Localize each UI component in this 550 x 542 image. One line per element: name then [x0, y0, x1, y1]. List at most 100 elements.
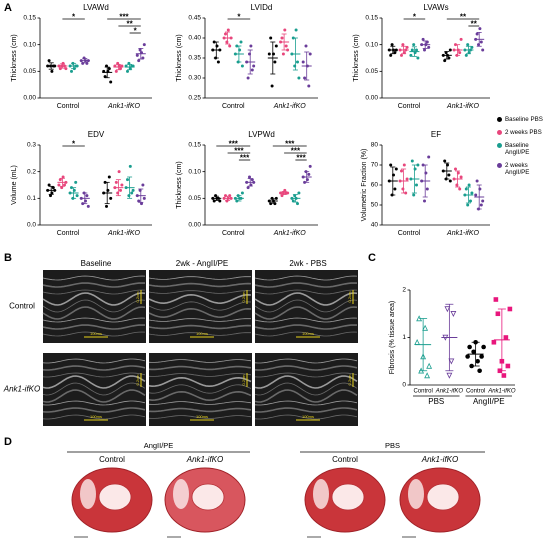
- y-tick-label: 50: [371, 202, 379, 209]
- y-tick-label: 0.10: [188, 168, 201, 175]
- data-point: [443, 59, 447, 63]
- echo-band: [42, 382, 146, 396]
- data-point: [269, 202, 273, 206]
- data-point: [216, 60, 220, 64]
- data-point: [421, 37, 425, 41]
- data-point: [283, 28, 287, 32]
- echo-band: [254, 331, 358, 337]
- data-point: [142, 196, 146, 200]
- group-label: AngII/PE: [473, 397, 505, 406]
- data-point: [479, 354, 484, 359]
- data-point: [426, 362, 433, 369]
- scale-label: 100ms: [196, 331, 208, 336]
- echo-band: [254, 414, 358, 420]
- y-axis-label: Volumetric Fraction (%): [361, 149, 368, 222]
- data-point: [423, 199, 426, 203]
- data-point: [85, 194, 89, 198]
- y-tick-label: 0.45: [188, 15, 201, 22]
- ventricle-lumen: [191, 483, 225, 511]
- data-point: [51, 186, 55, 190]
- significance-label: ***: [291, 147, 301, 156]
- data-point: [474, 193, 478, 197]
- data-point: [493, 297, 499, 302]
- data-point: [458, 187, 462, 191]
- y-tick-label: 0.05: [23, 68, 36, 75]
- panel-label: B: [4, 252, 12, 264]
- data-point: [410, 48, 414, 52]
- data-point: [126, 178, 129, 182]
- data-point: [464, 187, 468, 191]
- data-point: [466, 43, 470, 47]
- y-axis-label: Thickness (cm): [176, 161, 183, 208]
- legend-entry: 2 weeks PBS: [497, 129, 550, 136]
- x-tick-label: Ank1-ifKO: [107, 103, 140, 110]
- data-point: [105, 204, 108, 208]
- data-point: [224, 194, 227, 198]
- column-header: 2wk - PBS: [289, 259, 326, 268]
- column-header: Control: [332, 455, 358, 464]
- echo-image: [149, 270, 252, 343]
- data-point: [114, 69, 118, 73]
- row-header: Ank1-ifKO: [3, 385, 40, 394]
- significance-label: *: [134, 27, 138, 36]
- x-tick-label: Control: [222, 230, 245, 237]
- echo-band: [42, 389, 146, 403]
- echo-band: [254, 299, 358, 313]
- data-point: [141, 183, 145, 187]
- echo-band: [148, 324, 252, 330]
- echo-band: [148, 293, 252, 305]
- data-point: [505, 363, 511, 369]
- y-axis-label: Volume (mL): [11, 165, 18, 205]
- echo-band: [42, 306, 146, 320]
- data-point: [137, 59, 141, 63]
- echo-band: [254, 407, 358, 413]
- echo-band: [42, 414, 146, 420]
- data-point: [47, 183, 51, 187]
- data-point: [297, 76, 301, 80]
- significance-label: ***: [234, 147, 244, 156]
- x-tick-label: Ank1-ifKO: [487, 389, 516, 395]
- data-point: [459, 37, 463, 41]
- data-point: [58, 67, 62, 71]
- data-point: [246, 186, 250, 190]
- data-point: [478, 27, 482, 31]
- data-point: [57, 183, 61, 187]
- data-point: [481, 199, 485, 203]
- data-point: [109, 196, 113, 200]
- data-point: [75, 194, 79, 198]
- data-point: [402, 163, 406, 167]
- echo-band: [148, 276, 252, 280]
- y-tick-label: 0.10: [23, 41, 36, 48]
- x-tick-label: Control: [413, 389, 432, 395]
- legend-text: 2 weeks AngII/PE: [505, 162, 530, 176]
- data-point: [269, 36, 273, 40]
- echo-band: [254, 282, 358, 288]
- data-point: [131, 188, 135, 192]
- chart-title: LVAWs: [423, 3, 448, 12]
- ventricle-lumen: [426, 483, 460, 511]
- x-tick-label: Ank1-ifKO: [446, 230, 479, 237]
- x-tick-label: Ank1-ifKO: [446, 103, 479, 110]
- data-point: [226, 28, 230, 32]
- y-tick-label: 0.00: [188, 222, 201, 229]
- legend-text: 2 weeks PBS: [505, 129, 542, 136]
- data-point: [286, 48, 290, 52]
- echo-band: [148, 359, 252, 363]
- data-point: [61, 175, 65, 179]
- data-point: [130, 191, 134, 195]
- data-point: [109, 80, 113, 84]
- data-point: [458, 51, 462, 55]
- data-point: [120, 183, 124, 187]
- data-point: [405, 177, 409, 181]
- data-point: [415, 48, 418, 52]
- ventricle-lumen: [98, 483, 132, 511]
- data-point: [304, 44, 308, 48]
- data-point: [491, 339, 497, 345]
- data-point: [393, 187, 397, 191]
- panel-label: D: [4, 436, 12, 448]
- data-point: [70, 69, 73, 73]
- data-point: [410, 159, 414, 163]
- significance-label: ***: [296, 154, 306, 163]
- legend-text: Baseline PBS: [505, 116, 543, 123]
